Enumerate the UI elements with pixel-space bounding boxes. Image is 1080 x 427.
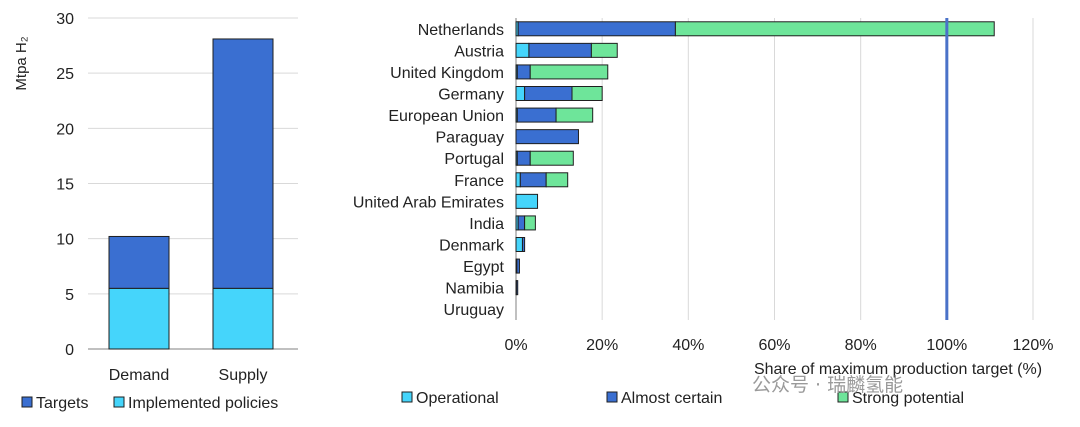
y-tick-label: India <box>469 216 504 233</box>
legend-swatch <box>837 391 849 403</box>
y-tick-label: 30 <box>56 11 74 28</box>
x-tick-label: Supply <box>219 367 268 384</box>
y-tick-label: France <box>454 173 504 190</box>
legend-swatch <box>606 391 618 403</box>
bar-segment <box>515 237 523 252</box>
y-tick-label: Germany <box>438 87 504 104</box>
x-tick-label: Demand <box>109 367 169 384</box>
x-axis-label: Share of maximum production target (%) <box>754 361 1042 378</box>
left-chart: 0 5 10 15 20 25 30 Mtpa H₂ Demand Supply Targets Im… <box>13 11 298 412</box>
y-tick-label: Paraguay <box>436 130 505 147</box>
legend-swatch <box>113 396 125 408</box>
y-tick-label: Egypt <box>463 259 504 276</box>
bar-segment <box>212 38 274 289</box>
bar-segment <box>590 42 618 58</box>
x-tick-label: 80% <box>845 337 877 354</box>
legend-label: Targets <box>36 395 88 412</box>
bar-segment <box>515 129 579 145</box>
bar-segment <box>212 287 274 350</box>
y-tick-label: United Arab Emirates <box>353 194 504 211</box>
y-tick-label: 10 <box>56 232 74 249</box>
right-chart: 0% 20% 40% 60% 80% 100% 120% Share of maximum p… <box>353 18 1054 407</box>
legend-label: Almost certain <box>621 390 722 407</box>
y-tick-label: United Kingdom <box>390 65 504 82</box>
y-tick-label: Denmark <box>439 238 505 255</box>
bar-segment <box>515 193 539 209</box>
bar-segment <box>517 21 676 37</box>
bar-segment <box>545 172 569 188</box>
bar-segment <box>517 215 526 231</box>
x-tick-label: 120% <box>1013 337 1054 354</box>
watermark-text: 公众号 · 瑞麟氢能 <box>752 374 904 396</box>
bar-segment <box>515 42 530 58</box>
legend-label: Implemented policies <box>128 395 278 412</box>
bar-segment <box>519 172 547 188</box>
bar-segment <box>108 235 170 289</box>
bar-segment <box>674 21 995 37</box>
y-tick-label: 5 <box>65 287 74 304</box>
y-tick-label: 15 <box>56 177 74 194</box>
bar-segment <box>571 86 603 101</box>
bar-segment <box>529 64 609 80</box>
bar-segment <box>524 86 573 101</box>
y-tick-label: Austria <box>454 43 504 60</box>
legend-label: Strong potential <box>852 390 964 407</box>
y-tick-label: European Union <box>388 108 504 125</box>
bar-segment <box>524 215 536 231</box>
y-tick-label: 25 <box>56 66 74 83</box>
bar-segment <box>528 42 592 58</box>
bar-segment <box>516 258 520 274</box>
y-tick-label: 0 <box>65 342 74 359</box>
y-axis-label: Mtpa H₂ <box>13 36 30 90</box>
bar-segment <box>515 280 519 296</box>
x-tick-label: 40% <box>672 337 704 354</box>
bar-segment <box>555 107 594 123</box>
bar-segment <box>529 150 574 166</box>
legend-label: Operational <box>416 390 499 407</box>
bar-segment <box>515 86 526 101</box>
bar-segment <box>516 107 557 123</box>
legend-swatch <box>21 396 33 408</box>
bar-segment <box>521 237 526 252</box>
bar-segment <box>515 172 521 188</box>
bar-segment <box>516 64 531 80</box>
y-tick-label: Uruguay <box>444 302 504 319</box>
bar-segment <box>108 287 170 350</box>
x-tick-label: 0% <box>504 337 527 354</box>
x-tick-label: 20% <box>586 337 618 354</box>
y-tick-label: Portugal <box>444 151 504 168</box>
x-tick-label: 60% <box>758 337 790 354</box>
legend-swatch <box>401 391 413 403</box>
y-tick-label: 20 <box>56 121 74 138</box>
bar-segment <box>516 150 531 166</box>
y-tick-label: Netherlands <box>418 22 504 39</box>
x-tick-label: 100% <box>926 337 967 354</box>
y-tick-label: Namibia <box>445 281 504 298</box>
